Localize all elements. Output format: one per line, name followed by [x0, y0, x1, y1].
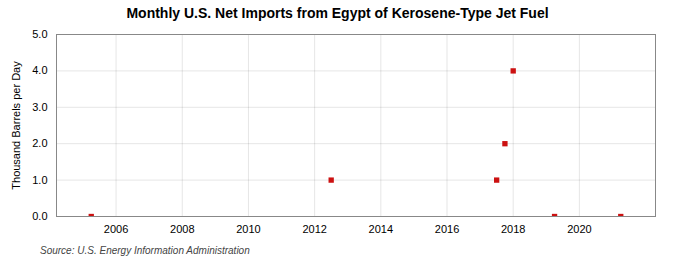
svg-text:2018: 2018 [501, 223, 525, 235]
svg-text:5.0: 5.0 [32, 28, 47, 40]
svg-text:2014: 2014 [369, 223, 393, 235]
svg-text:4.0: 4.0 [32, 64, 47, 76]
svg-text:2012: 2012 [302, 223, 326, 235]
html-text:Source: U.S. Energy Informatio: Source: U.S. Energy Information Administ… [40, 245, 250, 256]
svg-text:2016: 2016 [435, 223, 459, 235]
svg-text:2008: 2008 [170, 223, 194, 235]
svg-text:1.0: 1.0 [32, 174, 47, 186]
svg-text:Thousand Barrels per Day: Thousand Barrels per Day [10, 61, 22, 190]
html-text:Monthly U.S. Net Imports from: Monthly U.S. Net Imports from Egypt of K… [126, 5, 549, 21]
svg-text:3.0: 3.0 [32, 101, 47, 113]
svg-text:2006: 2006 [104, 223, 128, 235]
svg-text:2.0: 2.0 [32, 137, 47, 149]
svg-text:2020: 2020 [567, 223, 591, 235]
svg-text:2010: 2010 [236, 223, 260, 235]
svg-text:0.0: 0.0 [32, 210, 47, 222]
